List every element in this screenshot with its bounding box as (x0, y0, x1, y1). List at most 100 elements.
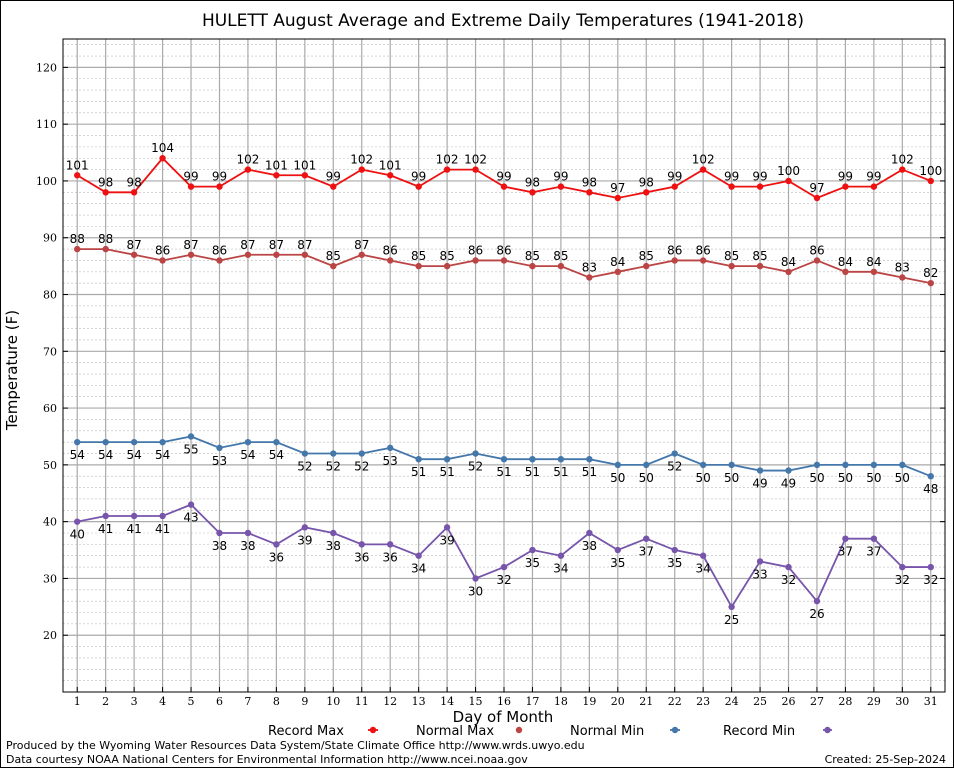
data-point (386, 541, 394, 548)
y-tick-label: 120 (36, 61, 57, 74)
y-tick-label: 30 (43, 572, 57, 585)
data-label: 37 (639, 545, 654, 559)
data-point (671, 183, 678, 190)
data-point (415, 552, 422, 559)
x-tick-label: 3 (131, 695, 138, 708)
data-label: 88 (98, 232, 113, 246)
data-label: 99 (724, 170, 739, 184)
data-point (756, 467, 764, 474)
data-point (785, 467, 792, 474)
data-point (728, 262, 735, 270)
data-point (443, 262, 451, 270)
data-point (443, 455, 451, 463)
data-point (529, 262, 536, 270)
series-normal-min: 54 54 54 54 55 53 54 54 52 52 52 53 51 51 52 51 51 51 51 50… (70, 433, 938, 496)
x-tick-label: 18 (554, 695, 568, 708)
legend-marker (824, 726, 831, 734)
data-point (671, 546, 678, 554)
data-point (842, 183, 849, 190)
data-label: 99 (838, 170, 853, 184)
data-point (899, 166, 906, 173)
data-point (500, 563, 508, 571)
data-point (130, 438, 138, 446)
data-label: 53 (212, 454, 227, 468)
y-tick-label: 110 (36, 118, 57, 131)
data-point (273, 172, 280, 179)
y-tick-label: 90 (43, 232, 57, 245)
data-point (614, 461, 622, 469)
x-tick-label: 29 (867, 695, 881, 708)
data-point (557, 552, 565, 559)
data-label: 54 (126, 448, 141, 462)
data-point (273, 541, 280, 548)
data-label: 85 (326, 249, 341, 263)
data-label: 49 (752, 477, 767, 491)
y-tick-label: 80 (43, 289, 57, 302)
data-point (273, 251, 280, 258)
data-label: 38 (326, 539, 341, 553)
data-point (330, 529, 337, 537)
data-point (130, 251, 138, 258)
legend-label: Record Min (723, 724, 795, 739)
data-label: 52 (667, 460, 682, 474)
data-point (102, 245, 109, 253)
data-label: 87 (240, 238, 255, 252)
legend-label: Normal Max (416, 724, 494, 739)
data-label: 35 (525, 556, 540, 570)
data-point (813, 597, 821, 605)
x-tick-label: 14 (440, 695, 454, 708)
data-point (643, 461, 650, 469)
data-point (842, 461, 849, 469)
x-tick-label: 21 (639, 695, 653, 708)
x-tick-label: 9 (301, 695, 308, 708)
data-point (813, 461, 821, 469)
data-label: 54 (98, 448, 113, 462)
data-label: 101 (66, 158, 89, 172)
data-label: 100 (919, 164, 942, 178)
data-point (813, 257, 821, 264)
data-point (785, 268, 792, 276)
x-tick-label: 6 (216, 695, 223, 708)
data-point (756, 262, 764, 270)
data-point (529, 546, 536, 554)
legend: Record Max Normal Max Normal Min Record Min (268, 724, 832, 739)
data-point (130, 189, 138, 196)
data-label: 50 (895, 471, 910, 485)
x-tick-label: 10 (326, 695, 340, 708)
data-point (557, 262, 565, 270)
data-point (500, 455, 508, 463)
data-point (472, 257, 479, 264)
data-label: 98 (639, 175, 654, 189)
data-point (159, 257, 166, 264)
data-label: 34 (696, 562, 711, 576)
x-tick-label: 22 (668, 695, 682, 708)
data-label: 52 (326, 460, 341, 474)
data-label: 101 (265, 158, 288, 172)
data-label: 43 (183, 511, 198, 525)
data-label: 50 (696, 471, 711, 485)
series-record-max: 101 98 98 104 99 99 102 101 101 99 102 101 99 102 102 9… (66, 141, 942, 202)
x-tick-label: 8 (273, 695, 280, 708)
data-point (216, 529, 223, 537)
legend-item: Normal Min (570, 724, 680, 739)
data-label: 85 (639, 249, 654, 263)
x-tick-label: 5 (188, 695, 195, 708)
x-tick-label: 23 (696, 695, 710, 708)
data-point (785, 177, 792, 185)
data-label: 33 (752, 567, 767, 581)
data-point (443, 524, 451, 531)
x-tick-label: 28 (838, 695, 852, 708)
legend-label: Record Max (268, 724, 344, 739)
data-label: 98 (126, 175, 141, 189)
x-tick-label: 30 (895, 695, 909, 708)
data-point (358, 541, 365, 548)
data-point (244, 166, 252, 173)
data-point (273, 438, 280, 446)
data-label: 34 (411, 562, 426, 576)
data-point (699, 166, 707, 173)
data-point (301, 450, 309, 457)
data-label: 84 (838, 255, 853, 269)
data-label: 51 (411, 465, 426, 479)
data-point (529, 189, 536, 196)
